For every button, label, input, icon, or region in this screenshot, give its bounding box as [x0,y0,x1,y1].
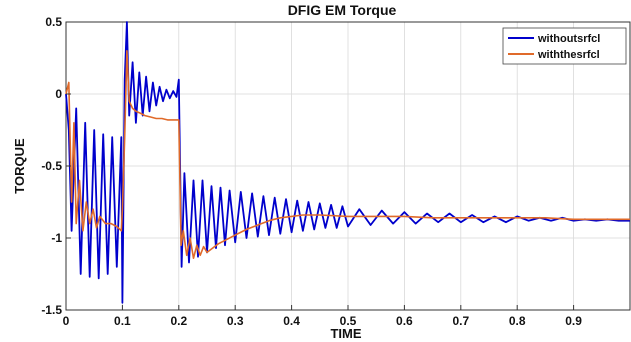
x-tick-label: 0.6 [396,314,413,328]
legend-entry-withoutsrfcl: withoutsrfcl [537,33,600,45]
x-tick-label: 0 [63,314,70,328]
legend-entry-withthesrfcl: withthesrfcl [537,49,600,61]
y-tick-label: 0.5 [45,15,62,29]
chart-title: DFIG EM Torque [288,2,397,18]
y-tick-label: -0.5 [41,159,62,173]
x-tick-label: 0.8 [509,314,526,328]
y-tick-label: 0 [55,87,62,101]
x-tick-label: 0.2 [170,314,187,328]
series-line-withoutsrfcl [65,21,630,304]
x-tick-label: 0.1 [114,314,131,328]
y-tick-label: -1.5 [41,303,62,317]
series-lines [65,21,630,304]
legend: withoutsrfcl withthesrfcl [502,27,627,65]
x-tick-label: 0.4 [283,314,300,328]
x-axis-label: TIME [330,326,361,341]
x-tick-label: 0.7 [452,314,469,328]
y-tick-label: -1 [51,231,62,245]
y-axis-label: TORQUE [12,138,27,194]
y-axis-ticks: -1.5 -1 -0.5 0 0.5 [41,15,71,317]
x-tick-label: 0.3 [227,314,244,328]
x-tick-label: 0.9 [565,314,582,328]
series-line-withthesrfcl [65,49,630,260]
x-axis-ticks: 0 0.1 0.2 0.3 0.4 0.5 0.6 0.7 0.8 0.9 [63,305,582,328]
x-tick-label: 0.5 [340,314,357,328]
legend-box [502,27,627,65]
